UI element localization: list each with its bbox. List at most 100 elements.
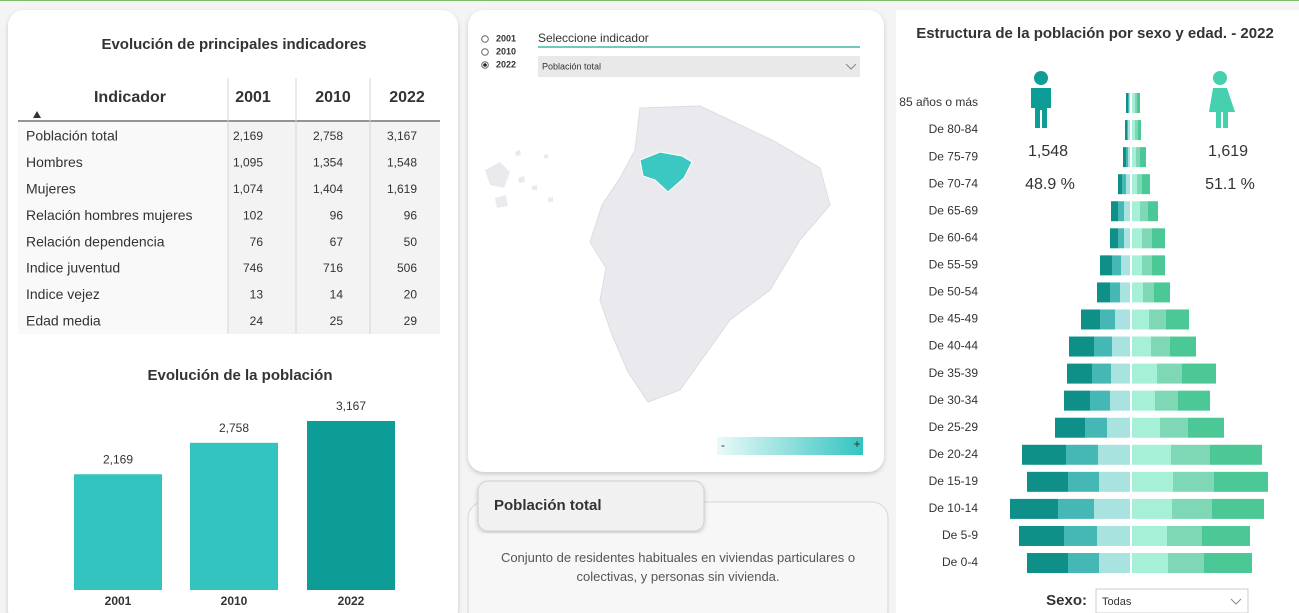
pyramid-bar-segment[interactable] [1132,553,1168,574]
pyramid-bar-segment[interactable] [1132,201,1140,222]
pyramid-bar-segment[interactable] [1124,201,1130,222]
indicator-dropdown[interactable] [538,56,860,77]
pyramid-bar-segment[interactable] [1188,417,1224,438]
pyramid-bar-segment[interactable] [1128,93,1129,113]
pyramid-bar-segment[interactable] [1128,147,1130,168]
pyramid-bar-segment[interactable] [1111,363,1130,384]
table-header-cell[interactable]: Indicador [94,89,166,106]
pyramid-bar-segment[interactable] [1132,336,1151,357]
pyramid-bar-segment[interactable] [1068,553,1099,574]
pyramid-bar-segment[interactable] [1142,228,1152,249]
bar[interactable] [74,474,162,590]
pyramid-bar-segment[interactable] [1069,336,1094,357]
pyramid-bar-segment[interactable] [1132,255,1142,276]
pyramid-bar-segment[interactable] [1058,498,1094,519]
pyramid-bar-segment[interactable] [1132,147,1136,168]
pyramid-bar-segment[interactable] [1143,282,1154,303]
pyramid-bar-segment[interactable] [1140,201,1148,222]
pyramid-bar-segment[interactable] [1137,174,1142,195]
pyramid-bar-segment[interactable] [1067,363,1092,384]
pyramid-bar-segment[interactable] [1118,201,1124,222]
pyramid-bar-segment[interactable] [1092,363,1111,384]
pyramid-bar-segment[interactable] [1182,363,1216,384]
pyramid-bar-segment[interactable] [1110,390,1130,411]
pyramid-bar-segment[interactable] [1055,417,1085,438]
pyramid-bar-segment[interactable] [1132,309,1149,330]
pyramid-bar-segment[interactable] [1090,390,1110,411]
pyramid-bar-segment[interactable] [1010,498,1058,519]
pyramid-bar-segment[interactable] [1132,390,1155,411]
pyramid-bar-segment[interactable] [1167,525,1202,546]
pyramid-bar-segment[interactable] [1100,309,1115,330]
pyramid-bar-segment[interactable] [1170,336,1196,357]
pyramid-bar-segment[interactable] [1122,174,1126,195]
pyramid-bar-segment[interactable] [1136,147,1140,168]
pyramid-bar-segment[interactable] [1027,553,1068,574]
pyramid-bar-segment[interactable] [1151,336,1170,357]
pyramid-bar-segment[interactable] [1132,417,1160,438]
pyramid-bar-segment[interactable] [1099,471,1130,492]
pyramid-bar-segment[interactable] [1097,282,1110,303]
pyramid-bar-segment[interactable] [1022,444,1066,465]
pyramid-bar-segment[interactable] [1132,282,1143,303]
pyramid-bar-segment[interactable] [1027,471,1068,492]
pyramid-bar-segment[interactable] [1127,120,1128,141]
year-option[interactable]: 2010 [496,46,516,56]
map-highlight-region[interactable] [639,151,693,193]
pyramid-bar-segment[interactable] [1121,255,1130,276]
pyramid-bar-segment[interactable] [1118,228,1124,249]
pyramid-bar-segment[interactable] [1142,255,1152,276]
pyramid-bar-segment[interactable] [1140,147,1146,168]
pyramid-bar-segment[interactable] [1128,120,1130,141]
year-radio[interactable] [481,48,489,56]
pyramid-bar-segment[interactable] [1094,498,1130,519]
pyramid-bar-segment[interactable] [1173,471,1214,492]
bar[interactable] [190,442,278,590]
pyramid-bar-segment[interactable] [1137,93,1140,113]
pyramid-bar-segment[interactable] [1157,363,1182,384]
pyramid-bar-segment[interactable] [1214,471,1268,492]
year-radio[interactable] [481,35,489,43]
pyramid-bar-segment[interactable] [1132,120,1135,141]
pyramid-bar-segment[interactable] [1178,390,1210,411]
pyramid-bar-segment[interactable] [1064,525,1097,546]
pyramid-bar-segment[interactable] [1111,201,1118,222]
pyramid-bar-segment[interactable] [1132,471,1173,492]
pyramid-bar-segment[interactable] [1132,444,1171,465]
pyramid-bar-segment[interactable] [1126,174,1130,195]
pyramid-bar-segment[interactable] [1126,147,1128,168]
pyramid-bar-segment[interactable] [1097,525,1130,546]
pyramid-bar-segment[interactable] [1081,309,1100,330]
pyramid-bar-segment[interactable] [1068,471,1099,492]
pyramid-bar-segment[interactable] [1138,120,1141,141]
year-option[interactable]: 2022 [496,59,516,69]
pyramid-bar-segment[interactable] [1124,228,1130,249]
pyramid-bar-segment[interactable] [1066,444,1098,465]
map-country[interactable] [589,105,831,403]
pyramid-bar-segment[interactable] [1125,120,1127,141]
pyramid-bar-segment[interactable] [1135,93,1137,113]
pyramid-bar-segment[interactable] [1171,444,1210,465]
pyramid-bar-segment[interactable] [1142,174,1150,195]
pyramid-bar-segment[interactable] [1168,553,1204,574]
pyramid-bar-segment[interactable] [1098,444,1130,465]
pyramid-bar-segment[interactable] [1107,417,1130,438]
pyramid-bar-segment[interactable] [1132,93,1135,113]
pyramid-bar-segment[interactable] [1148,201,1158,222]
pyramid-bar-segment[interactable] [1132,174,1137,195]
pyramid-bar-segment[interactable] [1204,553,1252,574]
pyramid-bar-segment[interactable] [1112,336,1130,357]
pyramid-bar-segment[interactable] [1110,282,1120,303]
pyramid-bar-segment[interactable] [1123,147,1126,168]
pyramid-bar-segment[interactable] [1110,228,1118,249]
pyramid-bar-segment[interactable] [1155,390,1178,411]
pyramid-bar-segment[interactable] [1135,120,1138,141]
pyramid-bar-segment[interactable] [1132,498,1172,519]
pyramid-bar-segment[interactable] [1160,417,1188,438]
sort-arrow[interactable] [33,111,41,118]
pyramid-bar-segment[interactable] [1149,309,1166,330]
pyramid-bar-segment[interactable] [1132,363,1157,384]
pyramid-bar-segment[interactable] [1154,282,1170,303]
pyramid-bar-segment[interactable] [1100,255,1112,276]
pyramid-bar-segment[interactable] [1120,282,1130,303]
